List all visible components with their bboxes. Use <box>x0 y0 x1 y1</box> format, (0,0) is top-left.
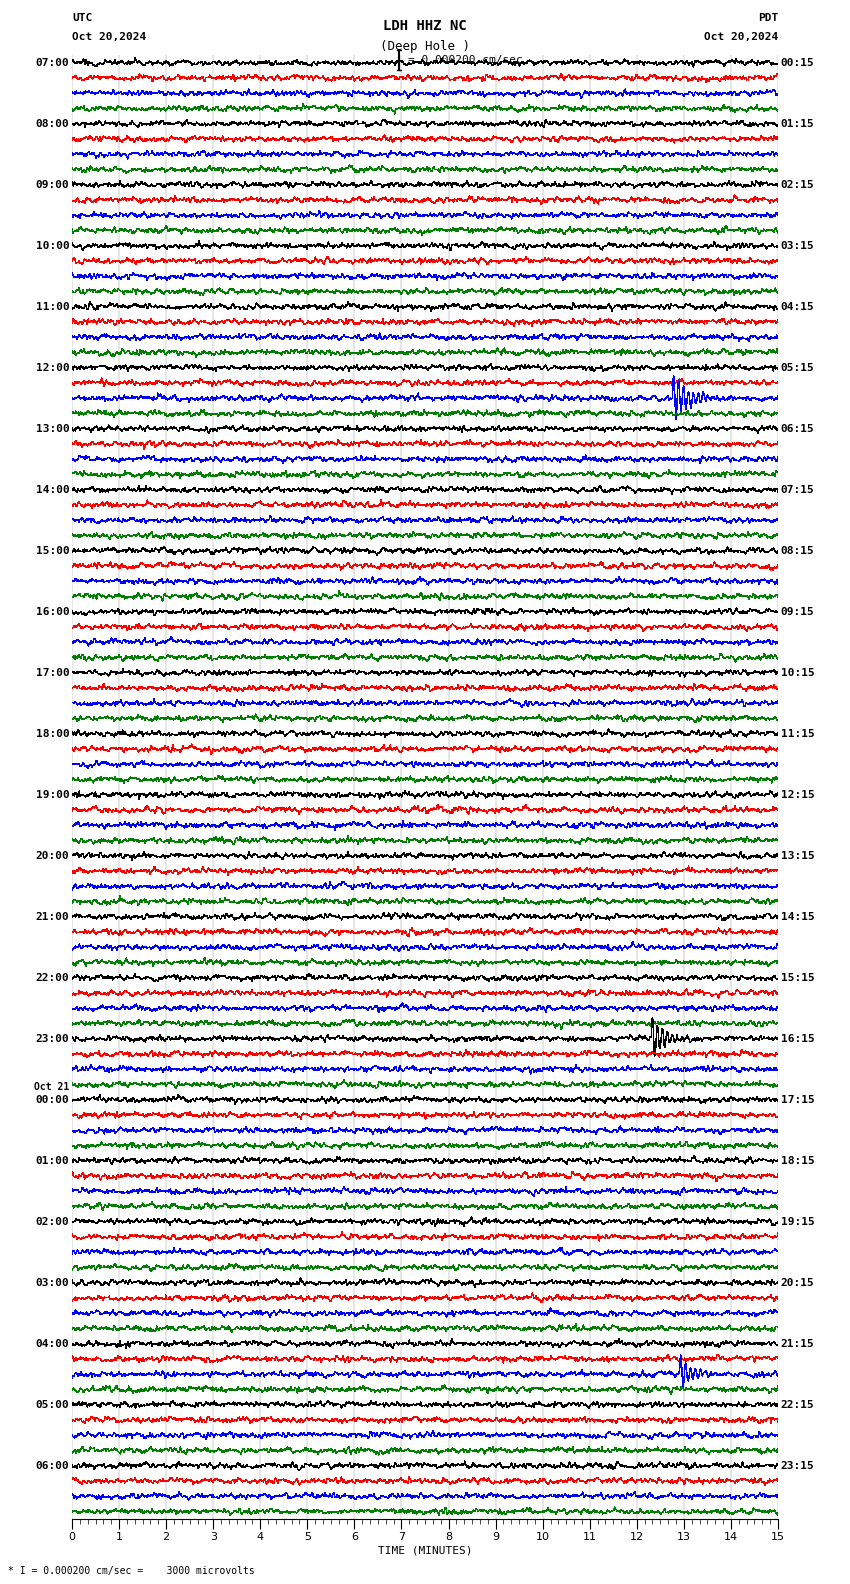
Text: 14:15: 14:15 <box>780 912 814 922</box>
Text: 21:15: 21:15 <box>780 1338 814 1348</box>
Text: 04:15: 04:15 <box>780 301 814 312</box>
Text: 03:15: 03:15 <box>780 241 814 250</box>
Text: 10:00: 10:00 <box>36 241 70 250</box>
Text: 05:15: 05:15 <box>780 363 814 372</box>
X-axis label: TIME (MINUTES): TIME (MINUTES) <box>377 1546 473 1555</box>
Text: 04:00: 04:00 <box>36 1338 70 1348</box>
Text: 00:00: 00:00 <box>36 1095 70 1104</box>
Text: 20:00: 20:00 <box>36 851 70 860</box>
Text: 13:15: 13:15 <box>780 851 814 860</box>
Text: LDH HHZ NC: LDH HHZ NC <box>383 19 467 33</box>
Text: 21:00: 21:00 <box>36 912 70 922</box>
Text: 05:00: 05:00 <box>36 1400 70 1410</box>
Text: 16:00: 16:00 <box>36 607 70 616</box>
Text: 15:00: 15:00 <box>36 545 70 556</box>
Text: 18:00: 18:00 <box>36 729 70 738</box>
Text: 11:15: 11:15 <box>780 729 814 738</box>
Text: 23:15: 23:15 <box>780 1460 814 1470</box>
Text: * I = 0.000200 cm/sec =    3000 microvolts: * I = 0.000200 cm/sec = 3000 microvolts <box>8 1567 255 1576</box>
Text: 17:00: 17:00 <box>36 667 70 678</box>
Text: 17:15: 17:15 <box>780 1095 814 1104</box>
Text: Oct 20,2024: Oct 20,2024 <box>704 32 778 41</box>
Text: 08:00: 08:00 <box>36 119 70 128</box>
Text: 12:00: 12:00 <box>36 363 70 372</box>
Text: 13:00: 13:00 <box>36 423 70 434</box>
Text: 06:00: 06:00 <box>36 1460 70 1470</box>
Text: 22:00: 22:00 <box>36 973 70 982</box>
Text: 02:15: 02:15 <box>780 179 814 190</box>
Text: 12:15: 12:15 <box>780 790 814 800</box>
Text: 07:15: 07:15 <box>780 485 814 494</box>
Text: 07:00: 07:00 <box>36 57 70 68</box>
Text: 00:15: 00:15 <box>780 57 814 68</box>
Text: 19:00: 19:00 <box>36 790 70 800</box>
Text: 19:15: 19:15 <box>780 1217 814 1226</box>
Text: UTC: UTC <box>72 13 93 22</box>
Text: 18:15: 18:15 <box>780 1156 814 1166</box>
Text: 06:15: 06:15 <box>780 423 814 434</box>
Text: PDT: PDT <box>757 13 778 22</box>
Text: 16:15: 16:15 <box>780 1034 814 1044</box>
Text: = 0.000200 cm/sec: = 0.000200 cm/sec <box>408 55 523 65</box>
Text: 01:00: 01:00 <box>36 1156 70 1166</box>
Text: 15:15: 15:15 <box>780 973 814 982</box>
Text: (Deep Hole ): (Deep Hole ) <box>380 40 470 52</box>
Text: 03:00: 03:00 <box>36 1278 70 1288</box>
Text: Oct 21: Oct 21 <box>34 1082 70 1091</box>
Text: 02:00: 02:00 <box>36 1217 70 1226</box>
Text: 09:00: 09:00 <box>36 179 70 190</box>
Text: 22:15: 22:15 <box>780 1400 814 1410</box>
Text: 08:15: 08:15 <box>780 545 814 556</box>
Text: 20:15: 20:15 <box>780 1278 814 1288</box>
Text: 10:15: 10:15 <box>780 667 814 678</box>
Text: 09:15: 09:15 <box>780 607 814 616</box>
Text: Oct 20,2024: Oct 20,2024 <box>72 32 146 41</box>
Text: 23:00: 23:00 <box>36 1034 70 1044</box>
Text: 14:00: 14:00 <box>36 485 70 494</box>
Text: 11:00: 11:00 <box>36 301 70 312</box>
Text: 01:15: 01:15 <box>780 119 814 128</box>
